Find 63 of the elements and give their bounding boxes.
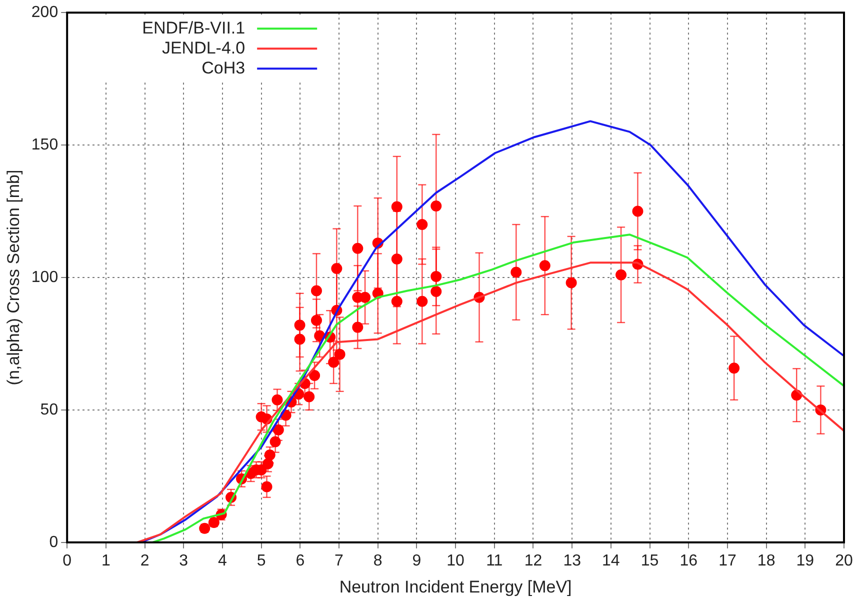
x-tick-label: 5 xyxy=(256,552,266,570)
point xyxy=(616,269,627,280)
point xyxy=(294,320,306,331)
point xyxy=(728,362,740,374)
x-tick-label: 3 xyxy=(179,552,188,570)
point xyxy=(360,292,371,303)
point xyxy=(352,242,364,254)
y-tick-label: 200 xyxy=(31,4,58,22)
point xyxy=(331,262,342,274)
x-tick-label: 7 xyxy=(334,552,344,570)
x-tick-label: 9 xyxy=(412,552,422,570)
x-tick-label: 4 xyxy=(218,552,228,570)
point xyxy=(416,296,428,307)
x-tick-label: 15 xyxy=(640,552,659,570)
point xyxy=(309,370,320,382)
point xyxy=(430,270,442,282)
x-tick-label: 13 xyxy=(563,552,582,570)
y-tick-label: 150 xyxy=(31,136,58,154)
point xyxy=(328,356,340,368)
x-tick-label: 0 xyxy=(62,552,72,570)
point xyxy=(261,481,272,492)
x-tick-label: 2 xyxy=(140,552,150,570)
x-tick-label: 12 xyxy=(524,552,542,570)
point xyxy=(304,391,315,402)
point xyxy=(391,296,402,307)
x-tick-label: 16 xyxy=(680,552,698,570)
x-tick-label: 1 xyxy=(101,552,110,570)
point xyxy=(310,314,322,326)
y-tick-label: 0 xyxy=(49,534,58,551)
x-tick-label: 18 xyxy=(757,552,776,570)
point xyxy=(430,200,442,212)
point xyxy=(264,449,276,460)
y-axis-title: (n,alpha) Cross Section [mb] xyxy=(4,170,23,386)
x-tick-label: 6 xyxy=(296,552,305,570)
x-axis-title: Neutron Incident Energy [MeV] xyxy=(339,577,572,596)
x-tick-label: 11 xyxy=(486,552,503,570)
point xyxy=(270,436,281,448)
legend-label: CoH3 xyxy=(202,58,246,78)
point xyxy=(352,322,364,333)
point xyxy=(632,206,644,217)
x-tick-label: 19 xyxy=(796,552,814,570)
point xyxy=(310,285,322,296)
point xyxy=(391,201,402,212)
x-tick-label: 10 xyxy=(446,552,465,570)
point xyxy=(272,394,283,406)
point xyxy=(430,286,442,298)
x-tick-label: 20 xyxy=(835,552,853,570)
point xyxy=(416,219,428,230)
point xyxy=(391,253,402,264)
point xyxy=(539,260,550,272)
x-tick-label: 17 xyxy=(718,552,736,570)
point xyxy=(334,348,346,360)
point xyxy=(294,334,306,345)
point xyxy=(566,277,577,288)
y-tick-label: 100 xyxy=(31,268,58,286)
x-tick-label: 14 xyxy=(602,552,620,570)
legend-label: ENDF/B-VII.1 xyxy=(142,18,246,38)
point xyxy=(262,458,274,470)
point xyxy=(510,266,522,278)
legend-label: JENDL-4.0 xyxy=(162,38,246,58)
point xyxy=(272,424,284,436)
x-tick-label: 8 xyxy=(373,552,382,570)
y-tick-label: 50 xyxy=(40,401,58,418)
